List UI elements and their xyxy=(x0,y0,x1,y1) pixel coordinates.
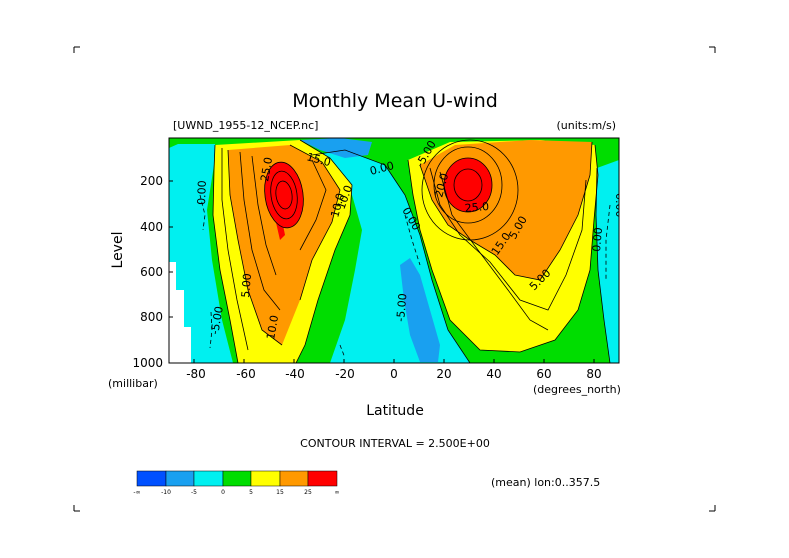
contour-label: -5.00 xyxy=(208,305,226,335)
chart-title: Monthly Mean U-wind xyxy=(292,90,498,112)
y-tick-label: 1000 xyxy=(132,356,163,370)
x-axis-title: Latitude xyxy=(366,403,424,419)
cyan-region-equator xyxy=(312,150,470,363)
contour-label: 0.00 xyxy=(613,193,626,218)
dataset-label: [UWND_1955-12_NCEP.nc] xyxy=(173,119,318,132)
y-tick-label: 600 xyxy=(140,265,163,279)
legend-label: 15 xyxy=(276,489,284,496)
legend-swatch xyxy=(193,470,224,487)
crop-marks xyxy=(73,46,716,512)
color-legend: -∞ -10 -5 0 5 15 25 ∞ xyxy=(133,470,340,496)
legend-swatch xyxy=(279,470,309,487)
x-tick-label: 80 xyxy=(586,367,601,381)
contour-label: 25.0 xyxy=(258,156,275,182)
contour-label: 25.0 xyxy=(464,200,490,215)
y-tick-label: 400 xyxy=(140,220,163,234)
y-unit-label: (millibar) xyxy=(108,377,158,390)
contour-label: 5.00 xyxy=(239,273,254,299)
y-tick-label: 800 xyxy=(140,310,163,324)
contour-label: 10.0 xyxy=(328,192,347,219)
contour-lines xyxy=(199,139,611,363)
y-axis-title: Level xyxy=(110,232,126,269)
legend-label: ∞ xyxy=(335,489,340,496)
missing-data-region xyxy=(169,262,191,363)
x-tick-label: -60 xyxy=(236,367,256,381)
contour-label: 10.0 xyxy=(264,314,281,340)
cyan-region-north xyxy=(596,160,619,363)
x-tick-label: 0 xyxy=(390,367,398,381)
contour-label: 0.00 xyxy=(195,180,209,205)
x-tick-label: 20 xyxy=(436,367,451,381)
contour-interval: CONTOUR INTERVAL = 2.500E+00 xyxy=(300,437,490,450)
red-core-north xyxy=(444,158,492,212)
contour-label: 20.0 xyxy=(432,172,451,199)
y-tick-labels: 200 400 600 800 1000 xyxy=(132,174,163,370)
legend-swatch xyxy=(307,470,338,487)
contour-label: 15.0 xyxy=(305,150,332,169)
legend-label: -5 xyxy=(191,489,197,496)
legend-swatch xyxy=(222,470,252,487)
orange-region-south xyxy=(228,145,340,345)
contour-label: 0.00 xyxy=(590,227,605,253)
x-tick-label: -40 xyxy=(285,367,305,381)
legend-label: -∞ xyxy=(133,489,140,496)
legend-label: 0 xyxy=(221,489,225,496)
legend-label: -10 xyxy=(161,489,171,496)
averaging-label: (mean) lon:0..357.5 xyxy=(491,476,600,489)
y-tick-marks xyxy=(169,180,173,364)
legend-label: 5 xyxy=(249,489,253,496)
x-tick-label: -80 xyxy=(186,367,206,381)
x-unit-label: (degrees_north) xyxy=(533,383,621,396)
x-tick-labels: -80 -60 -40 -20 0 20 40 60 80 xyxy=(186,367,601,381)
x-tick-label: -20 xyxy=(335,367,355,381)
units-label: (units:m/s) xyxy=(557,119,617,132)
x-tick-label: 60 xyxy=(536,367,551,381)
x-tick-label: 40 xyxy=(486,367,501,381)
legend-label: 25 xyxy=(304,489,312,496)
blue-region-low xyxy=(400,258,440,362)
contour-field: 0.00 -5.00 15.0 25.0 10.0 5.00 0.00 20.0… xyxy=(169,138,626,363)
legend-swatch xyxy=(165,470,195,487)
legend-swatch xyxy=(250,470,281,487)
legend-swatch xyxy=(136,470,167,487)
y-tick-label: 200 xyxy=(140,174,163,188)
x-tick-marks xyxy=(193,359,595,363)
contour-label: -5.00 xyxy=(394,293,409,322)
contour-label: 0.00 xyxy=(368,159,395,178)
cyan-region-south xyxy=(169,144,233,363)
